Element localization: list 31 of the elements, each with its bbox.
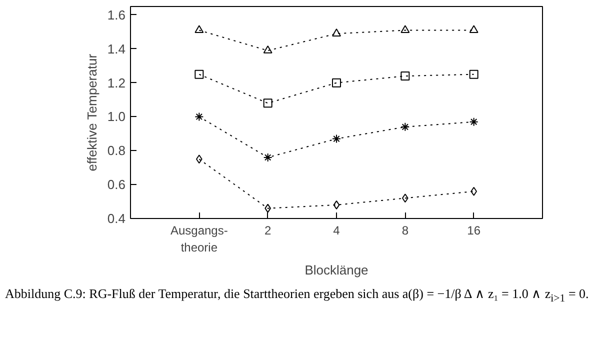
point [332,134,341,144]
point [469,70,478,79]
point [400,122,410,132]
y-tick-label: 1.6 [107,7,126,22]
point [263,98,272,108]
point [194,112,204,122]
x-tick-label: 16 [467,224,481,238]
x-axis-title: Blocklänge [304,262,368,278]
point [263,45,272,54]
y-tick-label: 0.8 [107,143,126,158]
point [469,25,478,34]
point [194,25,204,34]
x-tick-label: 4 [333,224,340,238]
y-tick-label: 1.0 [107,109,126,124]
point [333,200,340,210]
y-tick-label: 1.2 [107,75,126,90]
y-tick-label: 0.4 [107,211,126,226]
x-tick-label: Ausgangs- theorie [170,224,228,254]
y-tick-label: 1.4 [107,41,126,56]
y-tick-label: 0.6 [107,177,126,192]
point [400,72,410,81]
point [469,117,478,126]
point [263,152,272,162]
text: Abbildung C.9: RG-Fluß der Temperatur, die Starttheorien ergeben sich aus a(β) = −1/β Δ ∧ z₁ = 1.0 ∧ z$_{i>1}$ = 0. [5,285,590,307]
y-axis-title: effektive Temperatur [84,53,100,172]
point [332,28,341,36]
x-tick-label: 8 [402,224,409,238]
point [194,70,204,79]
point [400,25,410,34]
point [332,78,341,88]
x-tick-label: 2 [264,224,272,238]
